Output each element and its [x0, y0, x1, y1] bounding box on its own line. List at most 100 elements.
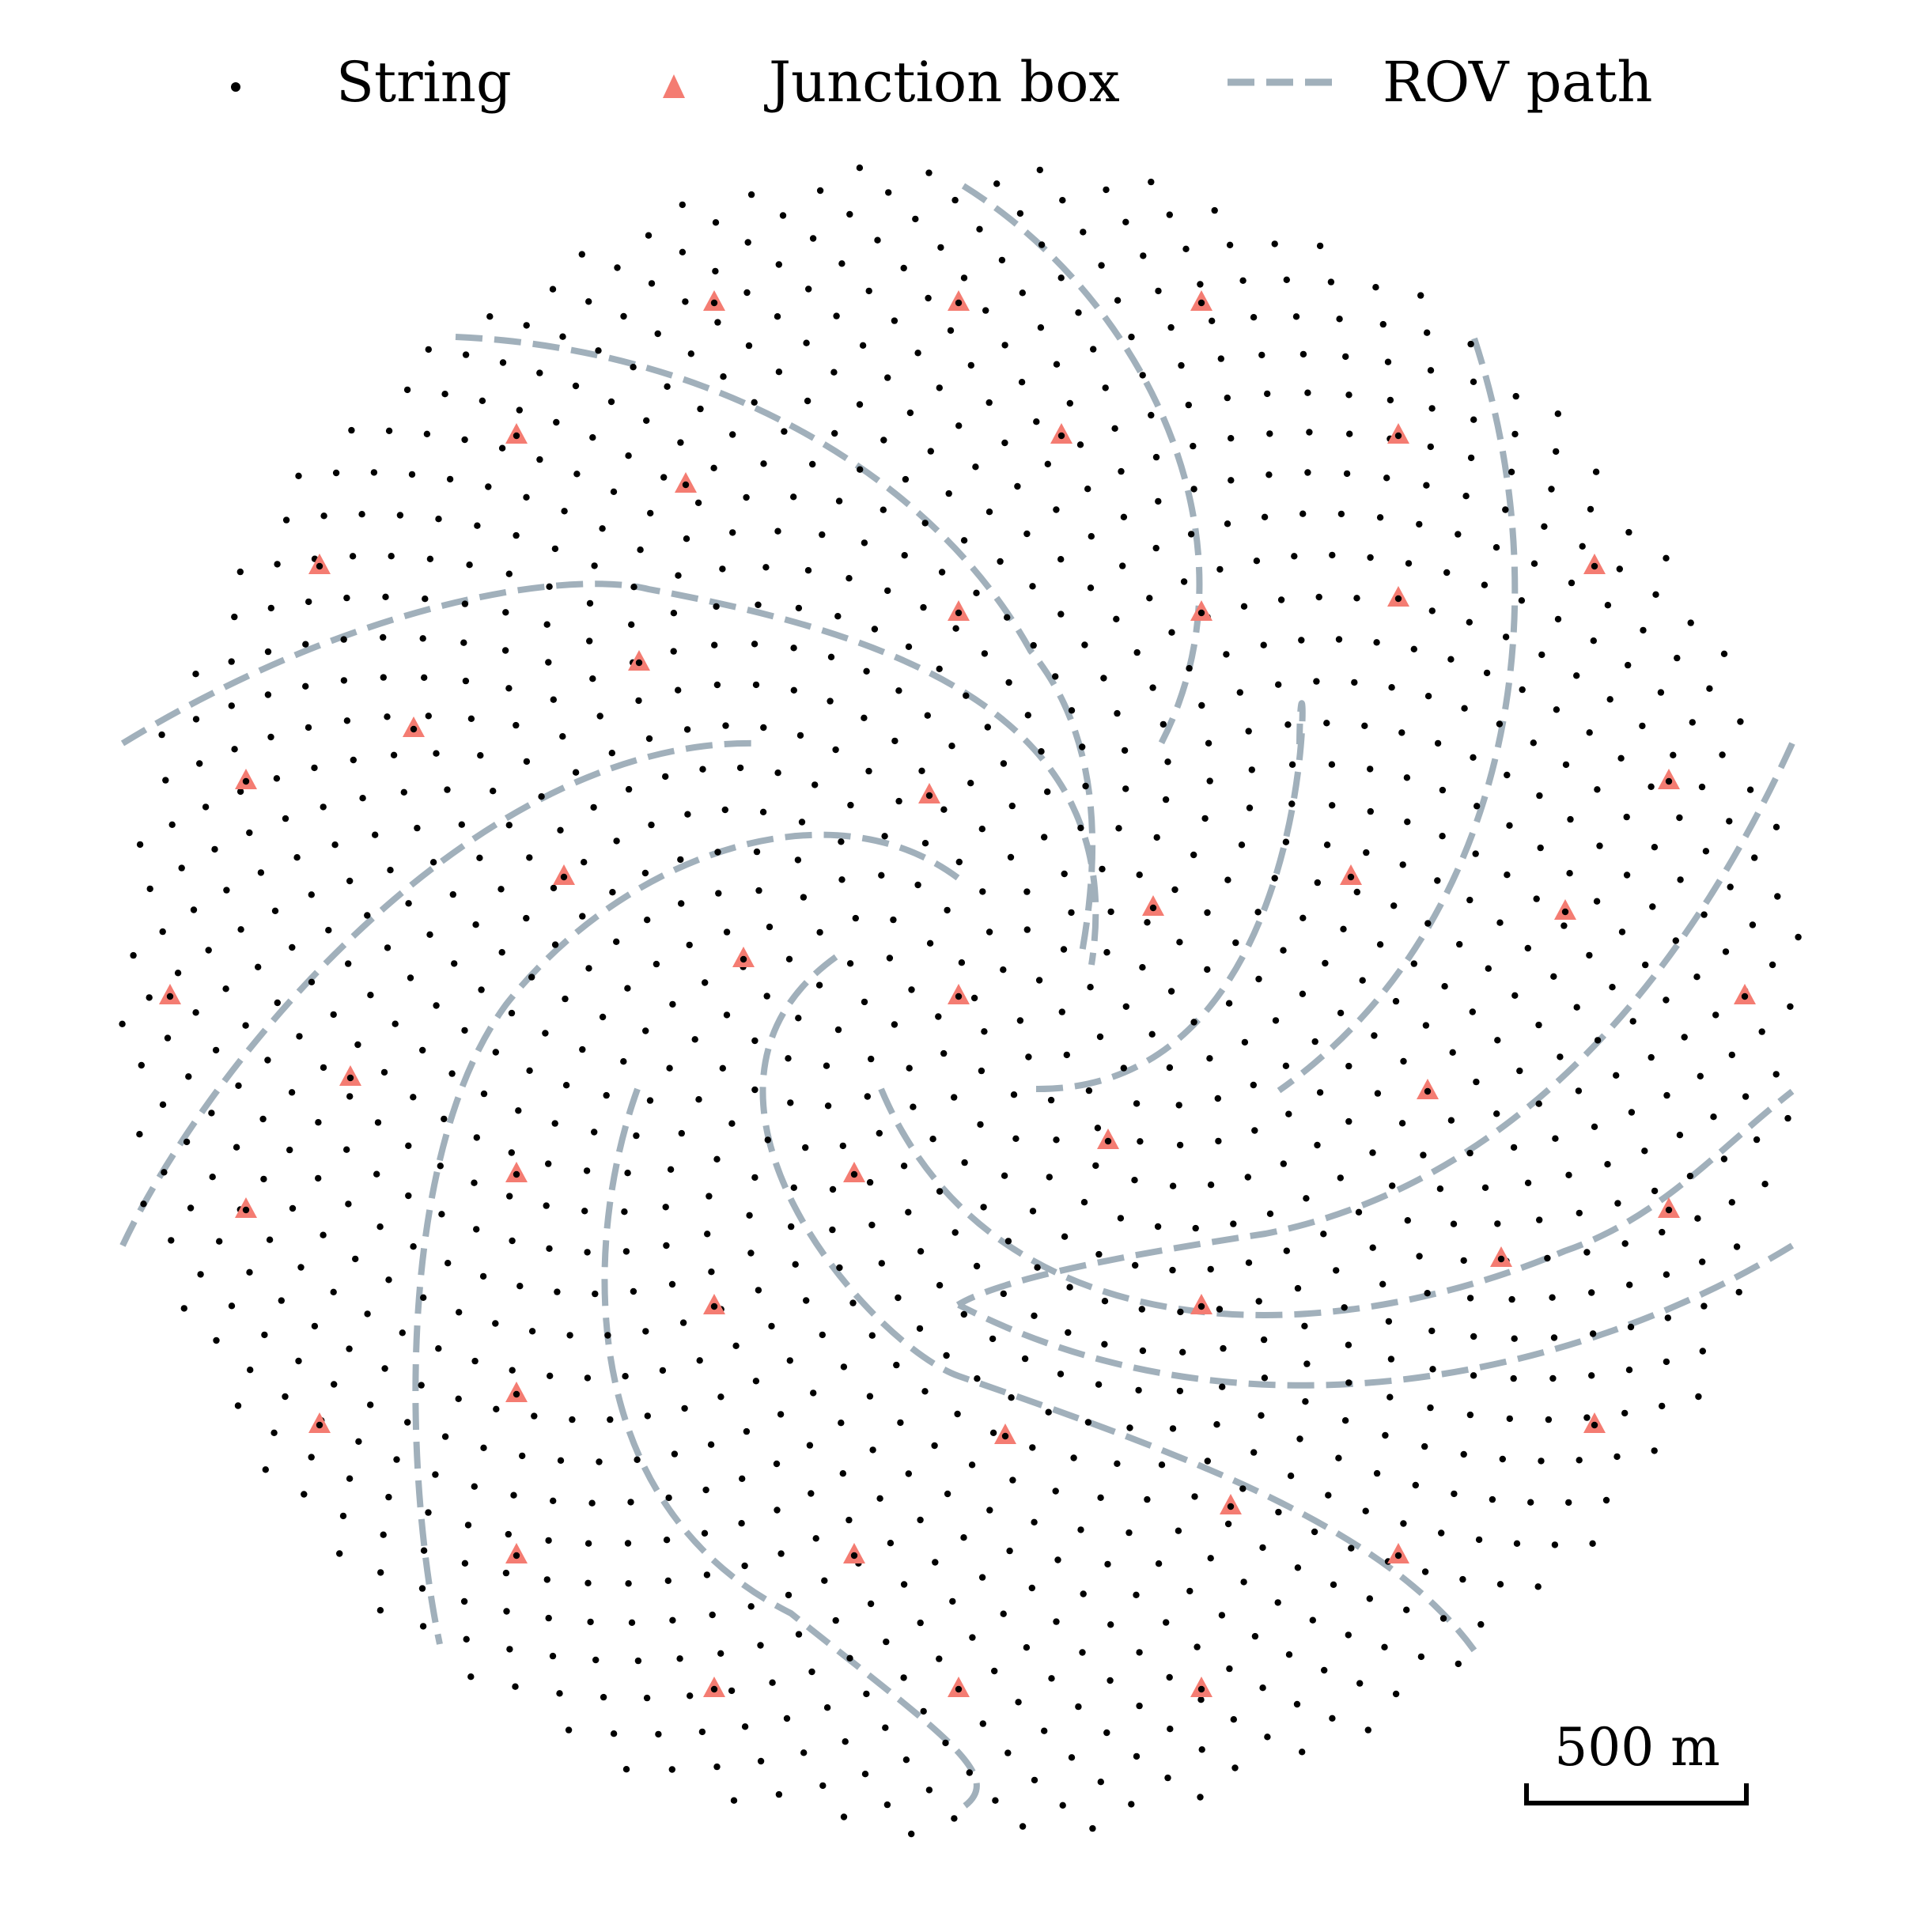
string-marker	[1417, 292, 1424, 299]
string-marker	[1434, 739, 1442, 747]
string-marker	[1192, 1224, 1199, 1232]
string-marker	[1642, 961, 1649, 969]
string-marker	[687, 1692, 694, 1699]
string-marker	[1447, 656, 1455, 663]
string-marker	[426, 555, 434, 562]
string-marker	[1120, 513, 1128, 520]
string-marker	[614, 264, 621, 271]
string-marker	[1190, 486, 1197, 493]
junction-box-marker	[505, 1382, 528, 1402]
string-marker	[228, 702, 235, 709]
string-marker	[865, 287, 872, 295]
string-marker	[1648, 1053, 1655, 1061]
string-marker	[1087, 584, 1095, 592]
string-marker	[259, 1115, 267, 1123]
string-marker	[1625, 528, 1632, 536]
string-marker	[1659, 1228, 1666, 1236]
junction-box-marker	[505, 1543, 528, 1563]
string-marker	[1246, 804, 1254, 811]
string-marker	[774, 1507, 781, 1514]
string-marker	[159, 1101, 167, 1109]
string-marker	[871, 626, 879, 633]
string-marker	[846, 1654, 853, 1662]
string-marker	[1604, 1161, 1611, 1168]
string-marker	[562, 1082, 570, 1089]
string-marker	[343, 717, 351, 724]
string-marker	[1036, 166, 1044, 174]
string-marker	[861, 714, 868, 721]
string-marker	[1720, 1155, 1728, 1163]
string-marker	[1004, 1238, 1012, 1245]
string-marker	[610, 1730, 618, 1737]
string-marker	[1148, 411, 1155, 419]
string-marker	[1245, 1259, 1253, 1266]
string-marker	[1494, 1037, 1501, 1044]
string-marker	[392, 1020, 399, 1027]
string-marker	[1219, 1383, 1226, 1390]
string-marker	[119, 1020, 126, 1028]
string-marker	[796, 732, 804, 739]
string-marker	[884, 587, 891, 595]
string-marker	[1139, 964, 1146, 971]
string-marker	[764, 1136, 771, 1144]
string-marker	[264, 648, 272, 656]
string-marker	[644, 917, 651, 924]
string-marker	[1438, 1529, 1445, 1537]
string-marker	[1204, 909, 1211, 917]
string-marker	[382, 593, 389, 600]
string-marker	[1133, 1752, 1141, 1760]
string-marker	[586, 637, 593, 645]
string-marker	[1538, 1458, 1545, 1465]
string-marker	[1733, 1243, 1741, 1250]
string-marker	[550, 884, 558, 892]
string-marker	[1697, 1072, 1704, 1080]
string-marker	[868, 1332, 876, 1339]
string-marker	[1550, 1334, 1558, 1341]
string-marker	[542, 1030, 549, 1037]
string-marker	[940, 1049, 948, 1057]
string-marker	[1214, 1095, 1222, 1102]
string-marker	[695, 1096, 702, 1103]
string-marker	[832, 1616, 839, 1624]
string-marker	[233, 1144, 240, 1151]
string-marker	[1136, 1649, 1143, 1656]
string-marker	[846, 575, 853, 582]
string-marker	[699, 766, 706, 773]
string-marker	[1502, 633, 1510, 641]
string-marker	[824, 1102, 832, 1110]
string-marker	[1629, 1018, 1636, 1025]
string-marker	[720, 373, 727, 380]
string-marker	[788, 1223, 795, 1231]
string-marker	[744, 239, 751, 246]
string-marker	[714, 849, 721, 856]
string-marker	[1016, 1017, 1024, 1024]
string-marker	[1623, 871, 1631, 879]
string-marker	[1033, 418, 1040, 425]
string-marker	[624, 1170, 631, 1177]
string-marker	[255, 963, 262, 971]
string-marker	[970, 994, 978, 1002]
string-marker	[509, 1237, 516, 1245]
string-marker	[264, 1057, 271, 1064]
string-marker	[1376, 514, 1384, 521]
string-marker	[1451, 1490, 1458, 1498]
string-marker	[1053, 1136, 1060, 1144]
string-marker	[1341, 1304, 1348, 1311]
string-marker	[591, 1129, 598, 1136]
string-marker	[977, 1121, 984, 1129]
string-marker	[1551, 1541, 1559, 1548]
string-marker	[936, 1655, 943, 1662]
string-marker	[1166, 211, 1174, 218]
string-marker	[343, 1146, 350, 1153]
string-marker	[1037, 324, 1045, 331]
string-marker	[1641, 1147, 1648, 1155]
string-marker	[1194, 1643, 1201, 1650]
string-marker	[1185, 401, 1193, 409]
string-marker	[984, 724, 992, 731]
string-marker	[664, 1577, 671, 1585]
string-marker	[216, 1238, 223, 1245]
string-marker	[1299, 350, 1307, 358]
string-marker	[641, 869, 649, 877]
string-marker	[642, 1328, 649, 1335]
string-marker	[1356, 1680, 1364, 1687]
